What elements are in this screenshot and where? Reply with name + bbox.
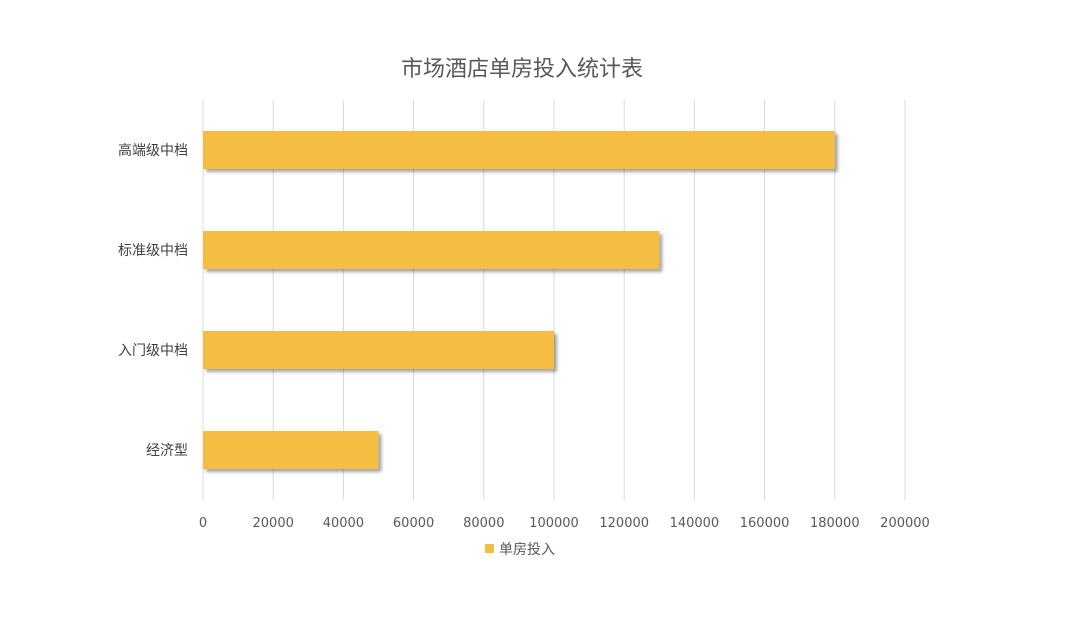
x-tick-label: 40000 (323, 516, 364, 531)
legend: 单房投入 (485, 542, 555, 558)
x-tick-label: 120000 (599, 516, 649, 531)
x-tick-label: 140000 (670, 516, 720, 531)
category-label: 高端级中档 (118, 142, 188, 159)
category-label: 经济型 (146, 443, 188, 459)
x-tick-labels: 0 20000 40000 60000 80000 100000 120000 140000 1… (199, 516, 930, 531)
x-tick-label: 20000 (253, 516, 294, 531)
x-tick-label: 180000 (810, 516, 860, 531)
x-tick-label: 80000 (463, 516, 504, 531)
chart-title: 市场酒店单房投入统计表 (401, 57, 643, 82)
category-label: 标准级中档 (118, 243, 188, 259)
x-tick-label: 160000 (740, 516, 790, 531)
bar (203, 231, 660, 269)
x-tick-label: 0 (199, 516, 207, 531)
bars (203, 131, 835, 469)
bar (203, 331, 554, 369)
category-label: 入门级中档 (118, 343, 188, 359)
bar (203, 431, 379, 469)
x-tick-label: 100000 (529, 516, 579, 531)
x-tick-label: 200000 (880, 516, 930, 531)
legend-label: 单房投入 (499, 542, 555, 558)
bar (203, 131, 835, 169)
x-tick-label: 60000 (393, 516, 434, 531)
legend-swatch (485, 544, 494, 553)
